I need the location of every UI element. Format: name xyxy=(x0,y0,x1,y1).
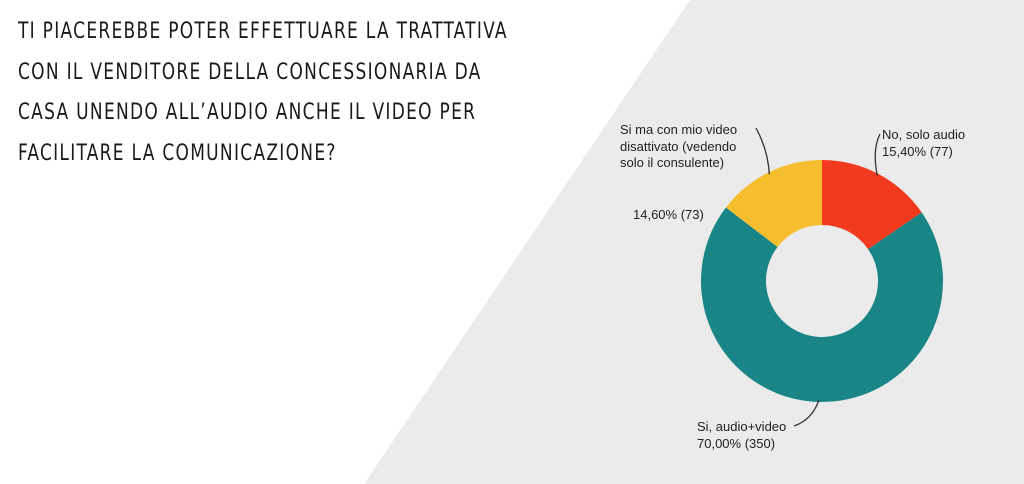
slice-label-0-value: 15,40% (77) xyxy=(882,144,953,159)
slice-label-2-value: 14,60% (73) xyxy=(633,207,704,222)
donut-slice-1 xyxy=(701,207,943,402)
slice-label-0-name: No, solo audio xyxy=(882,127,966,142)
leader-line-2 xyxy=(755,127,770,175)
slice-label-1-value: 70,00% (350) xyxy=(697,436,776,451)
leader-line-0 xyxy=(874,133,881,176)
leader-line-1 xyxy=(793,399,820,427)
donut-slice-0 xyxy=(822,160,922,250)
slice-label-1-name: Si, audio+video xyxy=(697,419,787,434)
slice-label-2-name: Si ma con mio video disattivato (vedendo… xyxy=(620,122,760,172)
question-title: TI PIACEREBBE POTER EFFETTUARE LA TRATTA… xyxy=(18,19,508,166)
slice-label-2-name-text: Si ma con mio video disattivato (vedendo… xyxy=(620,122,738,170)
donut-slice-2 xyxy=(725,160,822,247)
